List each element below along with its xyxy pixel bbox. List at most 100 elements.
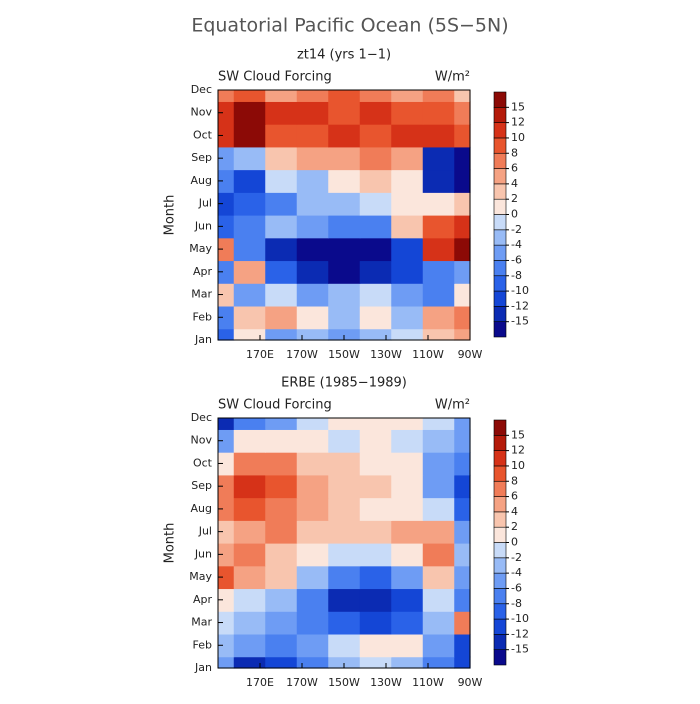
y-tick-label: Oct — [193, 456, 213, 469]
field-cell — [422, 429, 455, 453]
colorbar-label: 10 — [511, 459, 525, 472]
colorbar-box — [493, 214, 507, 231]
colorbar-box — [493, 91, 507, 108]
field-cell — [265, 215, 298, 239]
colorbar-label: -15 — [511, 643, 529, 656]
colorbar-box — [493, 496, 507, 513]
field-cell — [218, 474, 235, 499]
field-cell — [233, 215, 266, 239]
colorbar-label: -6 — [511, 581, 522, 594]
field-cell — [359, 90, 392, 102]
field-cell — [233, 543, 266, 567]
field-cell — [422, 418, 455, 430]
field-cell — [218, 497, 235, 521]
colorbar-label: 15 — [511, 100, 525, 113]
x-tick-label: 170E — [246, 348, 274, 361]
colorbar-label: 2 — [511, 520, 518, 533]
field-cell — [218, 429, 235, 453]
colorbar-box — [493, 260, 507, 277]
field-cell — [265, 633, 298, 658]
field-cell — [454, 169, 471, 193]
field-cell — [422, 90, 455, 102]
field-cell — [454, 101, 471, 125]
colorbar-label: -8 — [511, 597, 522, 610]
units-label: W/m² — [435, 398, 470, 413]
field-cell — [422, 283, 455, 307]
field-cell — [328, 124, 361, 148]
field-cell — [233, 169, 266, 193]
colorbar-label: -4 — [511, 238, 522, 251]
field-cell — [233, 260, 266, 284]
field-cell — [296, 237, 329, 262]
field-cell — [218, 101, 235, 125]
colorbar-box — [493, 465, 507, 482]
colorbar-box — [493, 435, 507, 451]
field-cell — [454, 192, 471, 216]
field-cell — [359, 146, 392, 171]
field-cell — [422, 237, 455, 262]
y-tick-label: Jan — [194, 333, 212, 346]
field-cell — [296, 305, 329, 330]
field-cell — [218, 260, 235, 284]
field-cell — [296, 474, 329, 499]
field-cell — [391, 418, 424, 430]
field-cell — [454, 328, 471, 341]
field-cell — [359, 124, 392, 148]
field-cell — [454, 237, 471, 262]
colorbar-box — [493, 480, 507, 497]
field-cell — [391, 543, 424, 567]
colorbar-label: -2 — [511, 223, 522, 236]
field-cell — [218, 588, 235, 612]
field-cell — [422, 565, 455, 590]
y-tick-label: May — [189, 242, 212, 255]
field-cell — [296, 328, 329, 341]
field-label: SW Cloud Forcing — [218, 70, 332, 85]
field-cell — [265, 237, 298, 262]
field-cell — [359, 633, 392, 658]
colorbar-label: -10 — [511, 284, 529, 297]
units-label: W/m² — [435, 70, 470, 85]
colorbar-box — [493, 244, 507, 261]
colorbar-box — [493, 542, 507, 559]
field-cell — [359, 474, 392, 499]
field-cell — [296, 588, 329, 612]
field-cell — [233, 588, 266, 612]
field-cell — [328, 611, 361, 635]
x-tick-label: 150W — [328, 348, 360, 361]
colorbar-label: -4 — [511, 566, 522, 579]
field-cell — [454, 124, 471, 148]
y-tick-label: Nov — [191, 434, 213, 447]
field-cell — [422, 520, 455, 544]
field-cell — [422, 611, 455, 635]
colorbar-box — [493, 275, 507, 292]
colorbar-label: 0 — [511, 536, 518, 549]
field-cell — [454, 497, 471, 521]
colorbar-label: -8 — [511, 269, 522, 282]
field-cell — [422, 101, 455, 125]
panel-title: ERBE (1985−1989) — [281, 376, 407, 391]
field-cell — [422, 328, 455, 341]
y-tick-label: Mar — [191, 288, 212, 301]
field-cell — [422, 497, 455, 521]
field-cell — [233, 146, 266, 171]
field-cell — [328, 520, 361, 544]
field-cell — [454, 474, 471, 499]
field-cell — [391, 497, 424, 521]
field-cell — [454, 543, 471, 567]
field-cell — [454, 215, 471, 239]
field-cell — [328, 588, 361, 612]
field-cell — [328, 146, 361, 171]
field-cell — [265, 305, 298, 330]
field-cell — [422, 146, 455, 171]
field-cell — [454, 260, 471, 284]
colorbar-label: 6 — [511, 162, 518, 175]
y-tick-label: Mar — [191, 616, 212, 629]
y-axis-title: Month — [163, 523, 178, 564]
field-cell — [233, 497, 266, 521]
field-cell — [391, 237, 424, 262]
y-tick-label: Aug — [191, 502, 212, 515]
field-cell — [422, 452, 455, 476]
colorbar-label: -12 — [511, 299, 529, 312]
field-cell — [233, 101, 266, 125]
field-cell — [265, 452, 298, 476]
